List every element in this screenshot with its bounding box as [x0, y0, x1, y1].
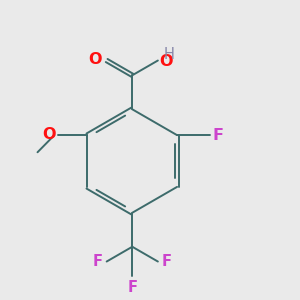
Text: F: F	[161, 254, 171, 269]
Text: F: F	[127, 280, 137, 295]
Text: H: H	[164, 46, 175, 62]
Text: F: F	[212, 128, 224, 143]
Text: O: O	[159, 55, 173, 70]
Text: O: O	[42, 127, 56, 142]
Text: F: F	[93, 254, 103, 269]
Text: O: O	[88, 52, 101, 67]
